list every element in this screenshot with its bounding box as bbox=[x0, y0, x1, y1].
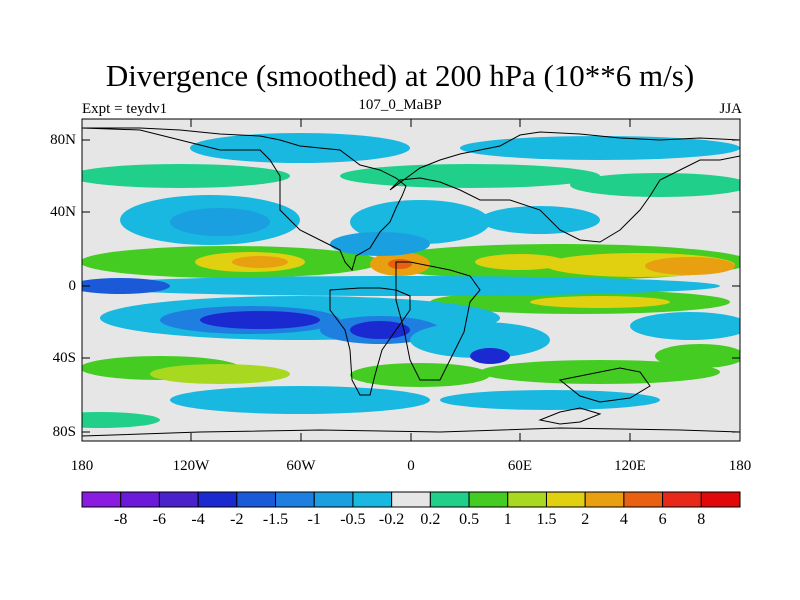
colorbar-swatch bbox=[313, 491, 354, 508]
colorbar-label: -0.2 bbox=[378, 511, 405, 528]
map-title: Divergence (smoothed) at 200 hPa (10**6 … bbox=[105, 58, 695, 93]
colorbar-swatch bbox=[662, 491, 702, 508]
map-frame bbox=[81, 118, 741, 442]
colorbar-label: -1.5 bbox=[262, 511, 289, 528]
colorbar-label: 0.2 bbox=[420, 511, 441, 528]
x-tick-label: 120E bbox=[614, 458, 646, 474]
colorbar-label: 0.5 bbox=[459, 511, 480, 528]
colorbar-swatch bbox=[507, 491, 547, 508]
colorbar-swatch bbox=[120, 491, 160, 508]
x-tick-label: 60W bbox=[286, 458, 316, 474]
x-tick-label: 180 bbox=[728, 458, 752, 474]
x-tick-label: 60E bbox=[507, 458, 533, 474]
colorbar-label: 6 bbox=[658, 511, 667, 528]
colorbar-label: 4 bbox=[619, 511, 628, 528]
colorbar-label: 1.5 bbox=[536, 511, 557, 528]
colorbar-label: -8 bbox=[114, 511, 128, 528]
season-label: JJA bbox=[719, 101, 742, 117]
x-tick-label: 0 bbox=[407, 458, 415, 474]
x-tick-label: 180 bbox=[70, 458, 94, 474]
colorbar-swatch bbox=[158, 491, 199, 508]
colorbar-label: -0.5 bbox=[340, 511, 366, 528]
colorbar-label: 8 bbox=[697, 511, 706, 528]
colorbar-swatch bbox=[623, 491, 664, 508]
axis-ticks bbox=[82, 119, 740, 441]
experiment-label: Expt = teydv1 bbox=[82, 101, 168, 117]
colorbar-label: -1 bbox=[307, 511, 321, 528]
colorbar-swatch bbox=[468, 491, 509, 508]
colorbar-swatch bbox=[700, 491, 741, 508]
y-tick-label: 0 bbox=[68, 278, 77, 294]
colorbar-label: -4 bbox=[191, 511, 205, 528]
colorbar bbox=[81, 491, 741, 508]
y-tick-label: 40S bbox=[52, 350, 76, 366]
y-tick-label: 40N bbox=[50, 204, 76, 220]
divergence-field bbox=[82, 133, 740, 428]
y-tick-label: 80N bbox=[50, 132, 76, 148]
colorbar-swatch bbox=[275, 491, 315, 508]
colorbar-swatch bbox=[236, 491, 277, 508]
colorbar-label: 1 bbox=[503, 511, 512, 528]
x-tick-label: 120W bbox=[172, 458, 210, 474]
colorbar-label: -2 bbox=[230, 511, 244, 528]
colorbar-swatch bbox=[81, 491, 122, 508]
y-tick-label: 80S bbox=[52, 424, 76, 440]
colorbar-label: 2 bbox=[581, 511, 590, 528]
colorbar-swatch bbox=[352, 491, 393, 508]
colorbar-swatch bbox=[429, 491, 470, 508]
colorbar-label: -6 bbox=[152, 511, 167, 528]
colorbar-swatch bbox=[391, 491, 431, 508]
coastlines bbox=[82, 127, 740, 437]
colorbar-swatch bbox=[197, 491, 238, 508]
colorbar-swatch bbox=[545, 491, 586, 508]
run-label: 107_0_MaBP bbox=[358, 97, 442, 113]
colorbar-swatch bbox=[584, 491, 625, 508]
